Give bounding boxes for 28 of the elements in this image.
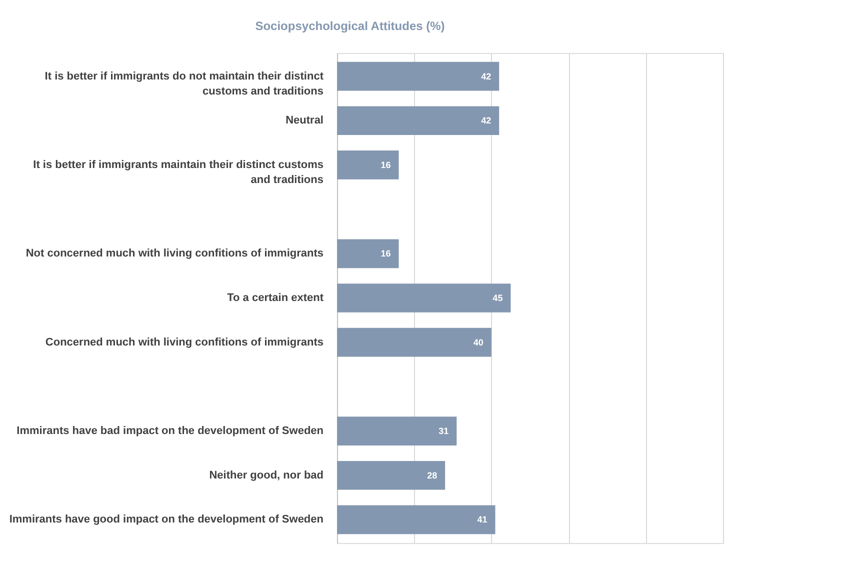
- bar: [337, 62, 500, 91]
- data-label: 45: [492, 293, 503, 303]
- data-label: 16: [380, 160, 391, 170]
- data-label: 40: [473, 337, 484, 348]
- y-tick-label: To a certain extent: [227, 292, 324, 304]
- y-tick-label: Immirants have bad impact on the development of Sweden: [16, 425, 324, 438]
- data-label: 42: [481, 71, 492, 82]
- bar: [337, 416, 457, 446]
- chart-title: Sociopsychological Attitudes (%): [255, 19, 445, 33]
- y-tick-label: It is better if immigrants maintain their distinct customs and traditions: [33, 158, 324, 186]
- bar: [337, 106, 500, 136]
- data-label: 42: [481, 116, 492, 126]
- y-tick-label: Concerned much with living confitions of immigrants: [45, 336, 324, 348]
- bar: [337, 505, 496, 534]
- bar: [337, 284, 511, 312]
- bar: [337, 150, 399, 180]
- data-label: 16: [380, 248, 391, 259]
- y-tick-label: Neutral: [286, 114, 324, 127]
- y-tick-label: Neither good, nor bad: [209, 469, 324, 482]
- y-tick-label: Not concerned much with living confitions of immigrants: [26, 248, 324, 260]
- data-label: 31: [438, 426, 449, 436]
- bar: [337, 460, 446, 490]
- y-tick-label: It is better if immigrants do not maintain their distinct customs and traditions: [44, 70, 324, 98]
- bar: [337, 328, 492, 357]
- data-label: 41: [477, 514, 488, 525]
- bar: [337, 239, 399, 268]
- y-tick-label: Immirants have good impact on the development of Sweden: [9, 514, 324, 526]
- data-label: 28: [427, 470, 438, 480]
